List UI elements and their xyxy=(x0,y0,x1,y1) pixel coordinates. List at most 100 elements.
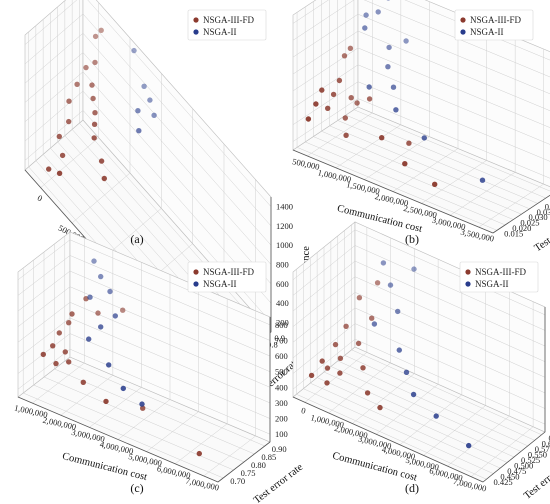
legend-box xyxy=(187,261,267,293)
data-point xyxy=(196,450,202,457)
y-tick-label: 0.90 xyxy=(272,444,287,454)
grid-line xyxy=(69,270,271,357)
grid-line xyxy=(313,136,514,220)
grid-line xyxy=(305,141,506,226)
grid-line xyxy=(307,112,373,157)
x-axis-line xyxy=(292,396,484,483)
data-point xyxy=(131,47,137,54)
grid-line xyxy=(23,392,224,479)
data-point xyxy=(355,340,362,347)
legend-label: NSGA-III-FD xyxy=(203,15,254,25)
grid-line xyxy=(292,81,359,125)
data-point xyxy=(98,27,104,33)
grid-line xyxy=(354,260,546,347)
data-point xyxy=(103,398,109,405)
data-point xyxy=(313,101,319,107)
data-point xyxy=(406,140,412,146)
grid-line xyxy=(354,229,546,316)
series-nsga-ii xyxy=(362,0,486,183)
series-nsga-ii xyxy=(371,260,472,449)
data-point xyxy=(86,336,92,342)
grid-line xyxy=(82,52,272,265)
y-tick-label: 0.550 xyxy=(528,449,547,459)
data-point xyxy=(107,288,113,295)
scatter3d-panel-4: 01,000,0002,000,0003,000,0004,000,0005,0… xyxy=(292,221,550,502)
data-point xyxy=(89,82,95,88)
y-tick-label: 0.425 xyxy=(493,477,512,487)
z-tick-label: 400 xyxy=(275,382,288,392)
data-point xyxy=(354,100,360,106)
z-tick-label: 1000 xyxy=(276,240,293,250)
grid-line xyxy=(24,33,84,84)
grid-line xyxy=(292,307,356,359)
legend-box xyxy=(187,9,267,41)
grid-line xyxy=(24,52,84,103)
data-point xyxy=(92,33,99,40)
y-axis-line xyxy=(217,441,271,483)
data-point xyxy=(325,105,331,112)
grid-line xyxy=(87,0,272,207)
grid-line xyxy=(24,13,84,65)
grid-line xyxy=(24,110,84,161)
grid-line xyxy=(17,348,71,390)
data-point xyxy=(135,108,141,114)
data-point xyxy=(305,116,312,122)
grid-line xyxy=(292,229,356,281)
data-point xyxy=(410,391,417,398)
data-point xyxy=(371,321,378,327)
data-point xyxy=(432,181,438,187)
data-point xyxy=(66,98,72,104)
grid-line xyxy=(17,239,71,281)
data-point xyxy=(92,59,98,66)
data-point xyxy=(56,133,62,140)
data-point xyxy=(330,91,337,98)
back-wall-pane xyxy=(357,0,550,188)
data-point xyxy=(151,112,157,119)
legend-box xyxy=(459,261,539,293)
data-point xyxy=(403,38,409,44)
y-tick-label: 0.475 xyxy=(507,466,526,476)
y-tick-label: 0.600 xyxy=(542,438,550,448)
grid-line xyxy=(303,388,494,474)
y-tick-label: 0.020 xyxy=(512,223,531,233)
z-tick-label: 200 xyxy=(276,317,289,327)
data-point xyxy=(120,307,126,313)
data-point xyxy=(374,280,381,286)
data-point xyxy=(386,44,392,51)
y-tick-label: 0.575 xyxy=(535,444,550,454)
data-point xyxy=(112,313,119,319)
data-point xyxy=(91,258,97,264)
grid-line xyxy=(357,13,550,95)
data-point xyxy=(421,135,427,141)
grid-line xyxy=(292,0,329,24)
x-tick-label: 0 xyxy=(300,405,306,416)
grid-line xyxy=(82,33,272,246)
data-point xyxy=(341,53,348,59)
y-tick-label: 0.015 xyxy=(504,228,523,238)
grid-line xyxy=(337,360,528,447)
data-point xyxy=(74,81,80,88)
data-point xyxy=(379,135,385,141)
grid-line xyxy=(40,137,99,188)
legend-label: NSGA-II xyxy=(203,279,237,289)
data-point xyxy=(98,158,105,164)
z-tick-label: 700 xyxy=(275,335,288,345)
z-tick-label: 300 xyxy=(275,398,288,408)
grid-line xyxy=(337,120,538,204)
z-tick-label: 1200 xyxy=(276,221,293,231)
grid-line xyxy=(79,122,268,336)
data-point xyxy=(393,107,399,113)
legend: NSGA-III-FD NSGA-II xyxy=(454,9,534,41)
grid-line xyxy=(69,317,271,404)
grid-line xyxy=(292,64,359,109)
grid-line xyxy=(354,276,546,362)
series-nsga-iii-fd xyxy=(305,45,438,187)
grid-line xyxy=(82,13,272,227)
grid-line xyxy=(82,71,272,284)
data-point xyxy=(385,63,391,70)
grid-line xyxy=(292,260,356,312)
data-point xyxy=(91,135,97,141)
legend: NSGA-III-FD NSGA-II xyxy=(187,9,267,41)
x-axis-line xyxy=(292,149,494,234)
